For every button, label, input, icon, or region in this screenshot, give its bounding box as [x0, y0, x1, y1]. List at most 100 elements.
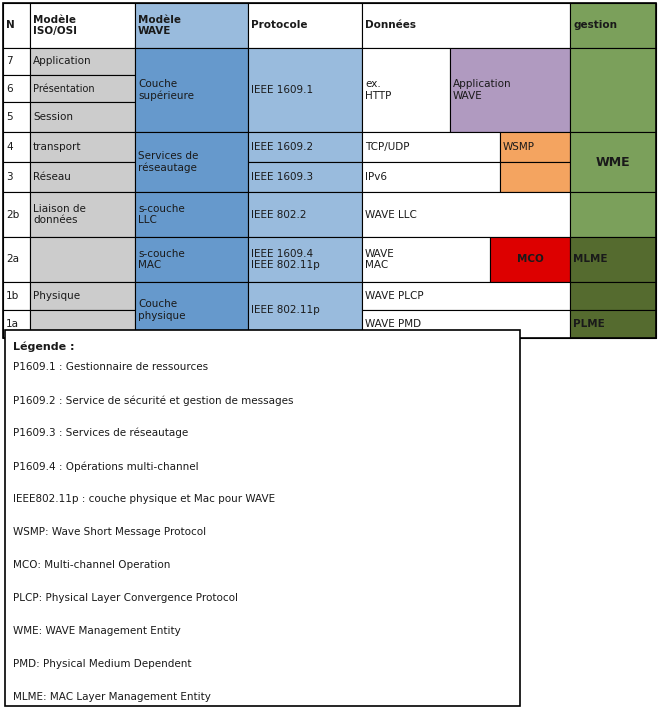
Bar: [248, 48, 362, 132]
Text: 5: 5: [6, 112, 13, 122]
Bar: [30, 310, 135, 338]
Bar: [3, 48, 30, 75]
Bar: [3, 310, 30, 338]
Text: WME: WAVE Management Entity: WME: WAVE Management Entity: [13, 626, 180, 636]
Text: IEEE802.11p : couche physique et Mac pour WAVE: IEEE802.11p : couche physique et Mac pou…: [13, 494, 275, 504]
Bar: [3, 75, 30, 102]
Bar: [30, 162, 135, 192]
Text: IEEE 1609.2: IEEE 1609.2: [251, 142, 313, 152]
Text: 6: 6: [6, 83, 13, 94]
Bar: [135, 192, 248, 237]
Bar: [490, 237, 570, 282]
Bar: [570, 310, 656, 338]
Text: 2b: 2b: [6, 210, 19, 220]
Bar: [5, 330, 520, 706]
Text: Protocole: Protocole: [251, 21, 307, 31]
Text: Application
WAVE: Application WAVE: [453, 79, 512, 101]
Bar: [135, 48, 248, 132]
Text: P1609.4 : Opérations multi-channel: P1609.4 : Opérations multi-channel: [13, 461, 198, 471]
Bar: [30, 102, 135, 132]
Bar: [3, 162, 30, 192]
Text: P1609.3 : Services de réseautage: P1609.3 : Services de réseautage: [13, 428, 188, 439]
Bar: [30, 192, 135, 237]
Text: 1a: 1a: [6, 319, 19, 329]
Bar: [135, 3, 248, 48]
Text: 1b: 1b: [6, 291, 19, 301]
Bar: [135, 282, 248, 338]
Text: TCP/UDP: TCP/UDP: [365, 142, 410, 152]
Bar: [248, 282, 362, 338]
Text: Session: Session: [33, 112, 73, 122]
Text: 4: 4: [6, 142, 13, 152]
Bar: [135, 132, 248, 192]
Text: IEEE 802.2: IEEE 802.2: [251, 210, 307, 220]
Bar: [570, 132, 656, 192]
Text: WAVE
MAC: WAVE MAC: [365, 249, 395, 270]
Text: IPv6: IPv6: [365, 172, 387, 182]
Bar: [570, 237, 656, 282]
Text: 3: 3: [6, 172, 13, 182]
Bar: [570, 48, 656, 132]
Text: WAVE LLC: WAVE LLC: [365, 210, 417, 220]
Bar: [450, 48, 570, 132]
Bar: [362, 3, 570, 48]
Text: ex.
HTTP: ex. HTTP: [365, 79, 391, 101]
Text: MCO: MCO: [517, 255, 543, 264]
Text: MLME: MLME: [573, 255, 607, 264]
Bar: [500, 132, 570, 162]
Text: PMD: Physical Medium Dependent: PMD: Physical Medium Dependent: [13, 659, 192, 669]
Text: Modèle
WAVE: Modèle WAVE: [138, 15, 181, 36]
Text: Physique: Physique: [33, 291, 80, 301]
Bar: [30, 237, 135, 282]
Text: Présentation: Présentation: [33, 83, 95, 94]
Bar: [362, 282, 570, 310]
Text: s-couche
MAC: s-couche MAC: [138, 249, 185, 270]
Bar: [248, 3, 362, 48]
Bar: [570, 192, 656, 237]
Bar: [248, 192, 362, 237]
Text: Légende :: Légende :: [13, 342, 75, 353]
Text: transport: transport: [33, 142, 81, 152]
Bar: [500, 162, 570, 192]
Bar: [248, 132, 362, 162]
Text: gestion: gestion: [573, 21, 617, 31]
Text: MCO: Multi-channel Operation: MCO: Multi-channel Operation: [13, 560, 171, 570]
Bar: [3, 102, 30, 132]
Bar: [3, 192, 30, 237]
Text: IEEE 1609.3: IEEE 1609.3: [251, 172, 313, 182]
Text: 2a: 2a: [6, 255, 19, 264]
Text: s-couche
LLC: s-couche LLC: [138, 203, 185, 225]
Text: IEEE 1609.4
IEEE 802.11p: IEEE 1609.4 IEEE 802.11p: [251, 249, 320, 270]
Text: Modèle
ISO/OSI: Modèle ISO/OSI: [33, 15, 77, 36]
Bar: [30, 282, 135, 310]
Text: WAVE PMD: WAVE PMD: [365, 319, 421, 329]
Bar: [362, 48, 450, 132]
Text: Application: Application: [33, 56, 92, 67]
Text: Services de
réseautage: Services de réseautage: [138, 151, 198, 173]
Bar: [570, 282, 656, 310]
Bar: [362, 310, 570, 338]
Text: Couche
supérieure: Couche supérieure: [138, 79, 194, 101]
Text: WME: WME: [596, 156, 631, 169]
Text: Couche
physique: Couche physique: [138, 299, 186, 321]
Bar: [3, 3, 656, 338]
Text: 7: 7: [6, 56, 13, 67]
Text: P1609.1 : Gestionnaire de ressources: P1609.1 : Gestionnaire de ressources: [13, 362, 208, 372]
Bar: [30, 75, 135, 102]
Bar: [30, 132, 135, 162]
Text: Liaison de
données: Liaison de données: [33, 203, 86, 225]
Bar: [3, 237, 30, 282]
Bar: [248, 237, 362, 282]
Text: PLME: PLME: [573, 319, 605, 329]
Bar: [3, 132, 30, 162]
Bar: [135, 237, 248, 282]
Text: N: N: [6, 21, 15, 31]
Bar: [570, 3, 656, 48]
Bar: [3, 3, 30, 48]
Text: Données: Données: [365, 21, 416, 31]
Bar: [362, 237, 490, 282]
Text: WSMP: Wave Short Message Protocol: WSMP: Wave Short Message Protocol: [13, 527, 206, 537]
Text: P1609.2 : Service de sécurité et gestion de messages: P1609.2 : Service de sécurité et gestion…: [13, 395, 293, 405]
Bar: [3, 282, 30, 310]
Bar: [248, 162, 362, 192]
